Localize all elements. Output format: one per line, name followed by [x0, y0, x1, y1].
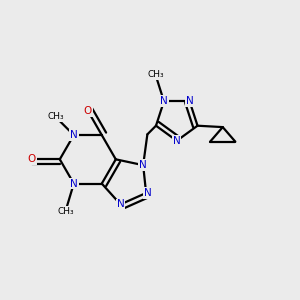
- Text: CH₃: CH₃: [147, 70, 164, 79]
- Text: O: O: [28, 154, 36, 164]
- Text: CH₃: CH₃: [47, 112, 64, 122]
- Text: N: N: [139, 160, 147, 170]
- Text: O: O: [84, 106, 92, 116]
- Text: N: N: [160, 96, 168, 106]
- Text: CH₃: CH₃: [57, 207, 74, 216]
- Text: N: N: [117, 200, 124, 209]
- Text: N: N: [173, 136, 181, 146]
- Text: N: N: [186, 96, 194, 106]
- Text: N: N: [70, 178, 78, 189]
- Text: N: N: [70, 130, 78, 140]
- Text: N: N: [144, 188, 152, 198]
